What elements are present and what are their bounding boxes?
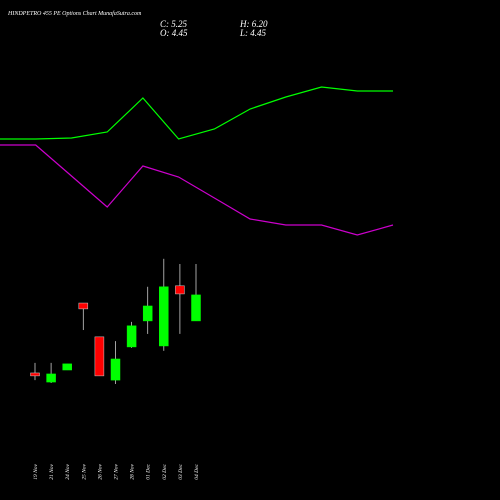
high-label: H: 6.20 — [239, 19, 268, 29]
x-tick-label: 01 Dec — [146, 463, 152, 479]
x-tick-label: 03 Dec — [178, 463, 184, 479]
x-tick-label: 04 Dec — [193, 463, 200, 479]
open-label: O: 4.45 — [160, 28, 188, 38]
x-tick-label: 27 Nov — [114, 463, 120, 479]
low-label: L: 4.45 — [239, 28, 267, 38]
x-tick-label: 26 Nov — [97, 463, 103, 479]
candle-body — [78, 302, 89, 310]
candle-body — [191, 294, 201, 322]
chart-title: HINDPETRO 455 PE Options Chart MunafaSut… — [7, 10, 142, 17]
x-tick-label: 24 Nov — [64, 463, 71, 479]
candle-body — [46, 373, 56, 383]
candle-body — [142, 305, 153, 322]
close-label: C: 5.25 — [160, 19, 188, 29]
x-tick-label: 25 Nov — [81, 463, 87, 479]
x-tick-label: 19 Nov — [33, 463, 39, 479]
indicator-line — [0, 86, 393, 140]
candle-body — [62, 363, 72, 371]
candle-body — [159, 286, 169, 347]
indicator-line — [0, 144, 394, 236]
x-tick-label: 28 Nov — [130, 463, 136, 479]
candle-body — [94, 336, 105, 377]
candle-body — [110, 358, 121, 381]
candle-body — [30, 372, 40, 377]
x-tick-label: 21 Nov — [49, 463, 55, 479]
x-tick-label: 02 Dec — [162, 463, 168, 479]
candle-body — [175, 285, 185, 295]
candle-body — [126, 325, 137, 348]
